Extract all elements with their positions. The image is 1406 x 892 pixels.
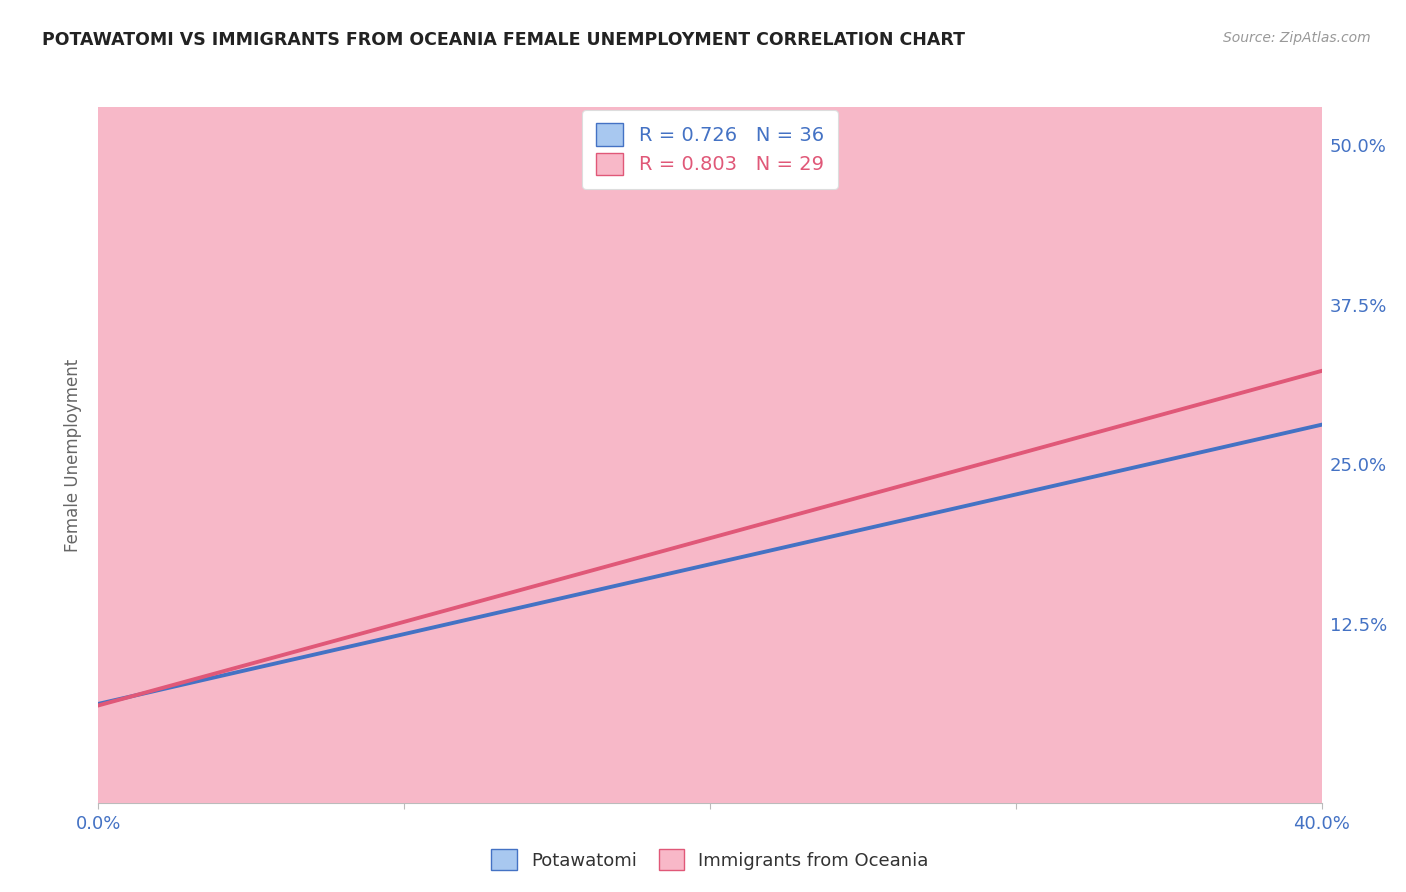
Point: [576, 681, 599, 695]
Point: [111, 725, 134, 739]
Point: [347, 610, 370, 624]
Point: [134, 694, 156, 708]
Point: [790, 508, 813, 523]
Point: [194, 681, 217, 695]
Point: [124, 706, 146, 721]
Point: [256, 642, 278, 657]
Point: [699, 598, 721, 612]
Point: [1219, 419, 1241, 434]
Point: [179, 700, 201, 714]
Point: [173, 700, 195, 714]
Point: [173, 681, 195, 695]
Point: [118, 719, 141, 733]
Point: [225, 687, 247, 701]
Point: [240, 636, 263, 650]
Point: [285, 610, 308, 624]
Point: [103, 739, 125, 753]
Legend: Potawatomi, Immigrants from Oceania: Potawatomi, Immigrants from Oceania: [484, 842, 936, 877]
Point: [155, 700, 177, 714]
Point: [111, 725, 134, 739]
Point: [637, 604, 661, 618]
Point: [149, 694, 172, 708]
Point: [155, 687, 177, 701]
Point: [118, 706, 141, 721]
Point: [285, 624, 308, 638]
Point: [225, 508, 247, 523]
Point: [134, 713, 156, 727]
Point: [378, 470, 401, 484]
Point: [378, 598, 401, 612]
Point: [173, 674, 195, 689]
Point: [142, 706, 165, 721]
Point: [163, 706, 186, 721]
Point: [316, 604, 339, 618]
Point: [209, 674, 232, 689]
Point: [204, 687, 226, 701]
Point: [194, 648, 217, 663]
Point: [347, 610, 370, 624]
Point: [103, 739, 125, 753]
Point: [485, 527, 508, 541]
Point: [215, 656, 238, 670]
Point: [485, 598, 508, 612]
Y-axis label: Female Unemployment: Female Unemployment: [65, 359, 83, 551]
Point: [204, 648, 226, 663]
Point: [142, 700, 165, 714]
Point: [179, 674, 201, 689]
Point: [1128, 393, 1150, 408]
Point: [1097, 240, 1119, 254]
Point: [240, 668, 263, 682]
Point: [149, 694, 172, 708]
Point: [1188, 687, 1211, 701]
Point: [179, 694, 201, 708]
Text: atlas: atlas: [624, 410, 853, 500]
Point: [233, 662, 256, 676]
Text: Source: ZipAtlas.com: Source: ZipAtlas.com: [1223, 31, 1371, 45]
Point: [186, 694, 208, 708]
Point: [301, 553, 323, 567]
Text: ZIP: ZIP: [427, 410, 612, 500]
Point: [270, 656, 292, 670]
Point: [256, 642, 278, 657]
Point: [423, 630, 446, 644]
Point: [163, 687, 186, 701]
Point: [163, 700, 186, 714]
Point: [215, 662, 238, 676]
Point: [134, 700, 156, 714]
Text: POTAWATOMI VS IMMIGRANTS FROM OCEANIA FEMALE UNEMPLOYMENT CORRELATION CHART: POTAWATOMI VS IMMIGRANTS FROM OCEANIA FE…: [42, 31, 965, 49]
Point: [149, 719, 172, 733]
Point: [194, 674, 217, 689]
Point: [546, 521, 568, 535]
Point: [730, 527, 752, 541]
Point: [270, 585, 292, 599]
